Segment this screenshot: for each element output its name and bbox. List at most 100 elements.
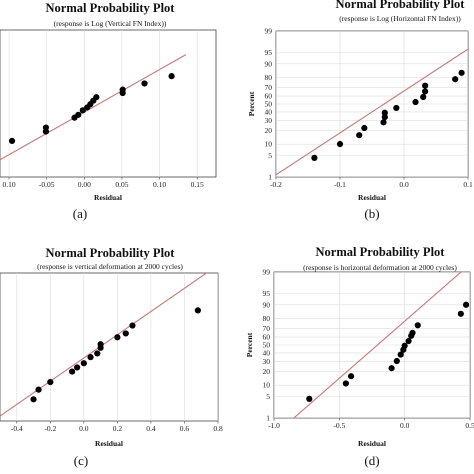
x-tick-label: 0.0 xyxy=(399,180,409,189)
data-point xyxy=(194,307,201,314)
x-tick-label: 0.6 xyxy=(180,424,190,433)
data-point xyxy=(69,368,76,375)
y-tick-label: 60 xyxy=(263,333,271,342)
x-tick-label: 0.05 xyxy=(115,180,128,189)
data-point xyxy=(75,111,82,118)
y-tick-label: 20 xyxy=(263,367,271,376)
data-point xyxy=(409,329,416,337)
y-tick-label: 50 xyxy=(263,341,271,350)
data-point xyxy=(388,365,395,372)
y-axis-label: Percent xyxy=(245,332,254,357)
data-point xyxy=(342,380,349,387)
fit-line xyxy=(0,54,187,161)
data-point xyxy=(381,109,388,116)
x-tick-label: 0.4 xyxy=(146,424,156,433)
y-tick-label: 20 xyxy=(265,126,273,135)
data-point xyxy=(458,69,465,76)
y-tick-label: 95 xyxy=(265,48,273,57)
data-point xyxy=(94,350,101,357)
data-point xyxy=(87,354,94,361)
y-tick-label: 70 xyxy=(265,83,273,92)
x-tick-label: -0.05 xyxy=(39,180,55,189)
y-axis-label: Percent xyxy=(247,91,256,116)
data-point xyxy=(412,98,419,106)
data-point xyxy=(405,337,412,345)
data-point xyxy=(361,124,368,132)
x-tick-label: -0.4 xyxy=(11,424,23,433)
data-point xyxy=(414,322,421,329)
y-tick-label: 40 xyxy=(265,107,273,116)
data-point xyxy=(356,132,363,139)
data-point xyxy=(336,140,344,148)
data-point xyxy=(457,310,464,317)
data-point xyxy=(129,322,136,329)
x-tick-label: 0.2 xyxy=(113,424,123,433)
y-tick-label: 80 xyxy=(265,73,273,82)
x-tick-label: 0.00 xyxy=(78,180,91,189)
x-tick-label: 0.0 xyxy=(400,421,410,430)
x-tick-label: 0.8 xyxy=(213,424,223,433)
data-point xyxy=(401,342,408,349)
fit-line xyxy=(0,273,208,417)
y-tick-label: 90 xyxy=(263,300,271,309)
data-point xyxy=(393,357,400,365)
data-point xyxy=(79,107,86,114)
data-point xyxy=(114,334,121,341)
data-point xyxy=(422,88,429,95)
chart-panel-1: 0.10 -0.05 0.00 0.05 0.10 0.15 Normal Probabil… xyxy=(0,1,217,221)
data-point xyxy=(97,341,104,348)
fit-line xyxy=(276,48,468,176)
panel-caption: (d) xyxy=(364,453,379,468)
data-point xyxy=(381,114,388,121)
x-axis-label: Residual xyxy=(94,193,122,202)
y-tick-label: 30 xyxy=(263,357,271,366)
data-point xyxy=(122,330,129,337)
x-tick-label: -0.5 xyxy=(333,421,345,430)
plot-frame xyxy=(0,29,217,178)
x-tick-label: 0.0 xyxy=(79,424,89,433)
y-tick-label: 40 xyxy=(263,348,271,357)
y-tick-label: 1 xyxy=(268,173,272,182)
x-tick-label: 0.1 xyxy=(463,180,473,189)
data-point xyxy=(168,73,175,80)
data-point xyxy=(347,373,355,380)
data-point xyxy=(452,76,459,83)
y-tick-label: 10 xyxy=(263,381,271,390)
data-point xyxy=(8,137,16,144)
y-tick-label: 10 xyxy=(265,140,273,149)
chart-subtitle: (response is horizontal deformation at 2… xyxy=(303,263,457,272)
x-axis-label: Residual xyxy=(358,439,386,448)
y-tick-label: 5 xyxy=(266,392,270,401)
data-point xyxy=(397,351,404,358)
data-point xyxy=(119,86,126,93)
y-tick-label: 5 xyxy=(268,151,272,160)
data-point xyxy=(420,93,427,101)
chart-title: Normal Probability Plot xyxy=(316,245,446,259)
x-axis-label: Residual xyxy=(95,439,123,448)
chart-title: Normal Probability Plot xyxy=(46,246,176,260)
chart-title: Normal Probability Plot xyxy=(336,0,466,11)
chart-subtitle: (response is vertical deformation at 200… xyxy=(37,262,183,271)
y-tick-label: 30 xyxy=(265,116,273,125)
data-point xyxy=(393,104,400,112)
y-tick-label: 50 xyxy=(265,100,273,109)
x-tick-label: 0.10 xyxy=(153,180,166,189)
y-tick-label: 1 xyxy=(266,414,270,423)
panel-caption: (c) xyxy=(74,453,88,468)
y-tick-label: 99 xyxy=(265,27,273,36)
data-point xyxy=(42,124,50,131)
data-point xyxy=(306,395,313,402)
x-tick-label: 0.15 xyxy=(191,180,204,189)
data-point xyxy=(80,360,87,367)
panel-caption: (b) xyxy=(364,206,379,221)
data-point xyxy=(462,301,470,308)
y-tick-label: 95 xyxy=(263,289,271,298)
y-tick-label: 60 xyxy=(265,92,273,101)
panel-caption: (a) xyxy=(73,206,87,221)
y-tick-label: 70 xyxy=(263,324,271,333)
chart-title: Normal Probability Plot xyxy=(46,1,176,15)
data-point xyxy=(74,364,81,371)
x-tick-label: -0.2 xyxy=(44,424,56,433)
